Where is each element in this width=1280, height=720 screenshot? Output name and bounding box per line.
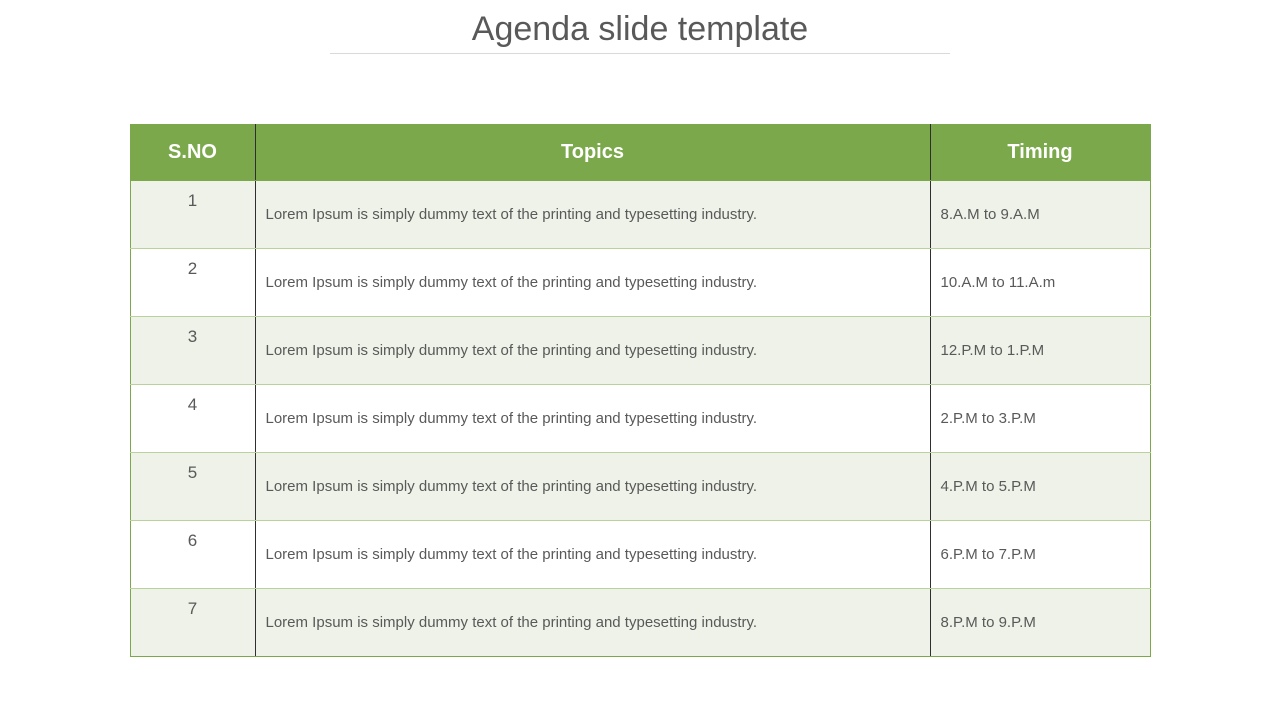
- cell-topic: Lorem Ipsum is simply dummy text of the …: [255, 249, 930, 317]
- cell-topic: Lorem Ipsum is simply dummy text of the …: [255, 181, 930, 249]
- cell-sno: 6: [130, 521, 255, 589]
- cell-topic: Lorem Ipsum is simply dummy text of the …: [255, 317, 930, 385]
- cell-topic: Lorem Ipsum is simply dummy text of the …: [255, 589, 930, 657]
- cell-topic: Lorem Ipsum is simply dummy text of the …: [255, 453, 930, 521]
- table-row: 1Lorem Ipsum is simply dummy text of the…: [130, 181, 1150, 249]
- cell-timing: 2.P.M to 3.P.M: [930, 385, 1150, 453]
- table-row: 5Lorem Ipsum is simply dummy text of the…: [130, 453, 1150, 521]
- table-row: 3Lorem Ipsum is simply dummy text of the…: [130, 317, 1150, 385]
- cell-timing: 8.P.M to 9.P.M: [930, 589, 1150, 657]
- agenda-table-body: 1Lorem Ipsum is simply dummy text of the…: [130, 181, 1150, 657]
- cell-timing: 6.P.M to 7.P.M: [930, 521, 1150, 589]
- agenda-slide: Agenda slide template S.NO Topics Timing…: [0, 0, 1280, 720]
- table-row: 6Lorem Ipsum is simply dummy text of the…: [130, 521, 1150, 589]
- cell-timing: 4.P.M to 5.P.M: [930, 453, 1150, 521]
- cell-timing: 8.A.M to 9.A.M: [930, 181, 1150, 249]
- slide-title: Agenda slide template: [0, 10, 1280, 49]
- cell-timing: 10.A.M to 11.A.m: [930, 249, 1150, 317]
- col-header-timing: Timing: [930, 125, 1150, 181]
- cell-sno: 5: [130, 453, 255, 521]
- cell-sno: 1: [130, 181, 255, 249]
- col-header-sno: S.NO: [130, 125, 255, 181]
- table-row: 7Lorem Ipsum is simply dummy text of the…: [130, 589, 1150, 657]
- cell-sno: 2: [130, 249, 255, 317]
- agenda-table: S.NO Topics Timing 1Lorem Ipsum is simpl…: [130, 124, 1151, 657]
- cell-sno: 4: [130, 385, 255, 453]
- cell-sno: 3: [130, 317, 255, 385]
- title-underline: [330, 53, 950, 54]
- table-header-row: S.NO Topics Timing: [130, 125, 1150, 181]
- table-row: 2Lorem Ipsum is simply dummy text of the…: [130, 249, 1150, 317]
- table-row: 4Lorem Ipsum is simply dummy text of the…: [130, 385, 1150, 453]
- cell-topic: Lorem Ipsum is simply dummy text of the …: [255, 521, 930, 589]
- cell-topic: Lorem Ipsum is simply dummy text of the …: [255, 385, 930, 453]
- cell-timing: 12.P.M to 1.P.M: [930, 317, 1150, 385]
- cell-sno: 7: [130, 589, 255, 657]
- col-header-topics: Topics: [255, 125, 930, 181]
